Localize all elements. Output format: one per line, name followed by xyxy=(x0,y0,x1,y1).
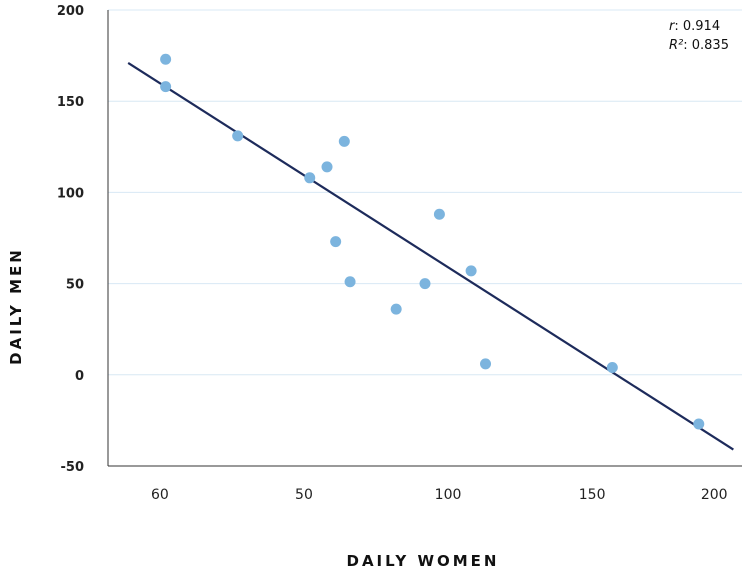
data-point xyxy=(390,303,402,315)
data-point xyxy=(344,276,356,288)
data-point xyxy=(304,172,316,184)
y-tick-label: 200 xyxy=(57,4,84,19)
data-point xyxy=(321,161,333,173)
data-point xyxy=(693,418,705,430)
data-point xyxy=(338,135,350,147)
y-axis-title: DAILY MEN xyxy=(7,247,25,365)
r2-stat-value: : 0.835 xyxy=(683,38,729,53)
data-point xyxy=(480,358,492,370)
x-tick-label: 60 xyxy=(151,487,169,503)
y-tick-label: 100 xyxy=(57,186,84,201)
trendline-group xyxy=(127,61,734,451)
data-point xyxy=(160,81,172,93)
x-axis-title: DAILY WOMEN xyxy=(347,552,500,570)
x-tick-labels: 60 50 100 150 200 xyxy=(151,487,728,503)
r2-stat: R²: 0.835 xyxy=(669,38,729,53)
data-point xyxy=(330,236,342,248)
axes xyxy=(107,10,742,467)
data-point xyxy=(232,130,244,142)
data-points xyxy=(160,53,705,430)
y-tick-label: 50 xyxy=(66,278,84,293)
data-point xyxy=(433,208,445,220)
data-point xyxy=(465,265,477,277)
y-tick-labels: 200 150 100 50 0 -50 xyxy=(57,4,84,475)
data-point xyxy=(160,53,172,65)
x-tick-label: 100 xyxy=(435,487,462,503)
r-stat-value: : 0.914 xyxy=(674,19,720,34)
gridlines xyxy=(108,9,742,376)
r-stat-label: r xyxy=(669,19,676,34)
y-tick-label: 0 xyxy=(75,369,84,384)
data-point xyxy=(606,362,618,374)
x-tick-label: 150 xyxy=(579,487,606,503)
y-tick-label: 150 xyxy=(57,95,84,110)
data-point xyxy=(419,278,431,290)
y-tick-label: -50 xyxy=(61,460,85,475)
r-stat: r: 0.914 xyxy=(669,19,720,34)
trendline xyxy=(127,61,734,451)
x-tick-label: 50 xyxy=(295,487,313,503)
r2-stat-label: R² xyxy=(669,38,683,53)
x-tick-label: 200 xyxy=(701,487,728,503)
